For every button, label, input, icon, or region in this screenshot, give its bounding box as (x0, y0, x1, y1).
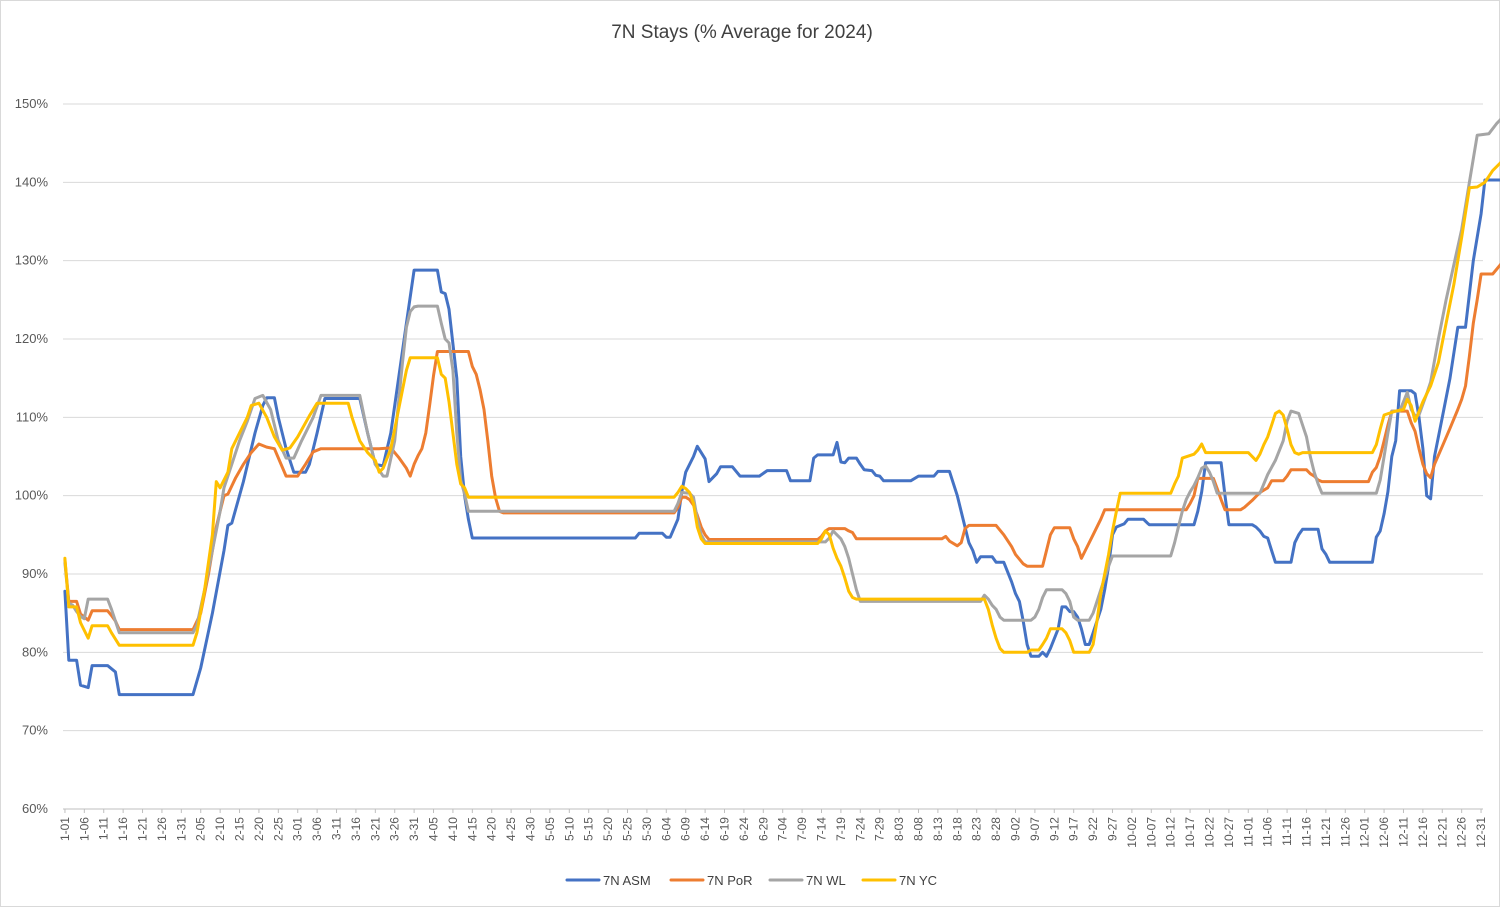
y-tick-label: 100% (15, 488, 49, 503)
x-tick-label: 12-06 (1377, 817, 1391, 848)
legend-label: 7N PoR (707, 873, 753, 888)
x-tick-label: 11-11 (1280, 817, 1294, 846)
x-tick-label: 3-31 (407, 817, 421, 841)
x-tick-label: 4-25 (504, 817, 518, 841)
x-tick-label: 11-06 (1261, 817, 1275, 847)
x-tick-label: 9-02 (1008, 817, 1022, 841)
x-tick-label: 3-16 (349, 817, 363, 841)
x-tick-label: 9-27 (1105, 817, 1119, 841)
x-tick-label: 12-11 (1396, 817, 1410, 847)
y-tick-label: 70% (22, 723, 48, 738)
y-tick-label: 150% (15, 96, 49, 111)
x-tick-label: 5-10 (562, 817, 576, 841)
y-tick-label: 140% (15, 174, 49, 189)
series-line-7n-wl (63, 118, 1500, 635)
x-tick-label: 2-10 (213, 817, 227, 841)
x-tick-label: 6-14 (698, 817, 712, 841)
series-line-7n-yc (63, 161, 1500, 654)
y-tick-label: 80% (22, 644, 48, 659)
x-tick-label: 4-20 (485, 817, 499, 841)
x-tick-label: 10-22 (1202, 817, 1216, 848)
x-tick-label: 8-13 (931, 817, 945, 841)
x-tick-label: 1-21 (136, 817, 150, 841)
x-tick-label: 10-12 (1164, 817, 1178, 848)
x-tick-label: 7-14 (814, 817, 828, 841)
y-tick-label: 110% (16, 409, 49, 424)
x-tick-label: 6-29 (756, 817, 770, 841)
x-tick-label: 8-28 (989, 817, 1003, 841)
series-lines (63, 118, 1500, 697)
x-tick-label: 5-25 (621, 817, 635, 841)
x-tick-label: 1-31 (174, 817, 188, 841)
x-tick-label: 3-06 (310, 817, 324, 841)
x-tick-label: 8-23 (970, 817, 984, 841)
x-tick-label: 1-26 (155, 817, 169, 841)
x-tick-label: 5-20 (601, 817, 615, 841)
x-tick-label: 4-05 (427, 817, 441, 841)
x-tick-label: 4-15 (465, 817, 479, 841)
x-tick-label: 4-10 (446, 817, 460, 841)
x-tick-label: 12-21 (1435, 817, 1449, 848)
y-tick-label: 130% (15, 253, 49, 268)
x-tick-label: 8-03 (892, 817, 906, 841)
x-tick-label: 2-15 (233, 817, 247, 841)
gridlines (63, 103, 1483, 810)
x-tick-label: 6-04 (659, 817, 673, 841)
x-tick-label: 4-30 (524, 817, 538, 841)
x-tick-label: 3-26 (388, 817, 402, 841)
x-tick-label: 3-11 (330, 817, 344, 840)
x-tick-label: 12-26 (1455, 817, 1469, 848)
x-tick-label: 9-17 (1067, 817, 1081, 841)
x-tick-label: 6-09 (679, 817, 693, 841)
legend-label: 7N YC (899, 873, 937, 888)
legend-label: 7N ASM (603, 873, 651, 888)
x-axis-ticks: 1-01 1-06 1-11 1-16 1-21 1-26 1-31 2-05 2-10 2-15… (58, 809, 1488, 848)
x-tick-label: 7-24 (853, 817, 867, 841)
x-tick-label: 2-25 (271, 817, 285, 841)
x-tick-label: 11-26 (1338, 817, 1352, 847)
x-tick-label: 3-01 (291, 817, 305, 841)
x-tick-label: 12-16 (1416, 817, 1430, 848)
x-tick-label: 12-01 (1358, 817, 1372, 848)
x-tick-label: 5-30 (640, 817, 654, 841)
x-tick-label: 1-01 (58, 817, 72, 841)
x-tick-label: 9-22 (1086, 817, 1100, 841)
x-tick-label: 11-21 (1319, 817, 1333, 847)
x-tick-label: 11-16 (1299, 817, 1313, 847)
legend: 7N ASM 7N PoR 7N WL 7N YC (565, 873, 937, 888)
x-tick-label: 2-20 (252, 817, 266, 841)
x-tick-label: 10-07 (1144, 817, 1158, 848)
x-tick-label: 10-02 (1125, 817, 1139, 848)
x-tick-label: 8-18 (950, 817, 964, 841)
x-tick-label: 8-08 (911, 817, 925, 841)
x-tick-label: 5-05 (543, 817, 557, 841)
x-tick-label: 1-11 (97, 817, 111, 840)
x-tick-label: 10-27 (1222, 817, 1236, 848)
x-tick-label: 2-05 (194, 817, 208, 841)
x-tick-label: 3-21 (368, 817, 382, 841)
chart-title: 7N Stays (% Average for 2024) (611, 22, 873, 43)
x-tick-label: 9-07 (1028, 817, 1042, 841)
x-tick-label: 6-24 (737, 817, 751, 841)
x-tick-label: 7-09 (795, 817, 809, 841)
x-tick-label: 6-19 (718, 817, 732, 841)
x-tick-label: 12-31 (1474, 817, 1488, 848)
x-tick-label: 7-19 (834, 817, 848, 841)
y-tick-label: 120% (15, 331, 49, 346)
x-tick-label: 9-12 (1047, 817, 1061, 841)
x-tick-label: 5-15 (582, 817, 596, 841)
x-tick-label: 7-29 (873, 817, 887, 841)
x-tick-label: 11-01 (1241, 817, 1255, 847)
x-tick-label: 1-16 (116, 817, 130, 841)
y-axis-ticks: 60% 70% 80% 90% 100% 110% 120% 130% 140% 150% (15, 96, 49, 816)
x-tick-label: 10-17 (1183, 817, 1197, 848)
x-tick-label: 1-06 (77, 817, 91, 841)
y-tick-label: 60% (22, 801, 48, 816)
series-line-7n-por (63, 262, 1500, 632)
y-tick-label: 90% (22, 566, 48, 581)
x-tick-label: 7-04 (776, 817, 790, 841)
legend-label: 7N WL (806, 873, 846, 888)
